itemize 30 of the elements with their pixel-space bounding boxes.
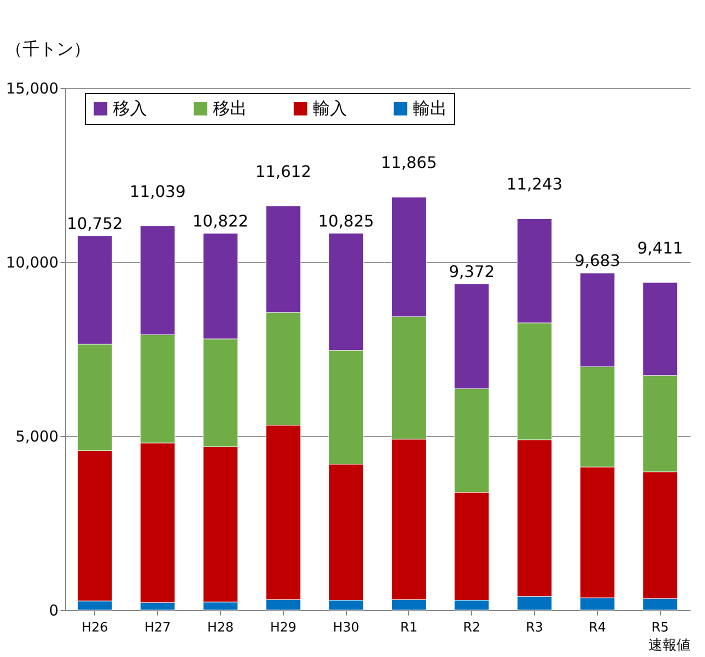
text: 速報値 bbox=[648, 638, 690, 654]
x-tick-label: R3 bbox=[526, 620, 544, 636]
total-label: 11,243 bbox=[506, 174, 563, 194]
y-axis-title: （千トン） bbox=[6, 40, 90, 60]
total-label: 10,822 bbox=[192, 211, 248, 230]
total-label: 10,825 bbox=[318, 211, 374, 230]
x-tick-label: R1 bbox=[400, 620, 418, 636]
legend-label: 輸入 bbox=[313, 98, 347, 119]
x-tick-label: R4 bbox=[588, 620, 606, 636]
y-tick-label: 5,000 bbox=[16, 428, 58, 446]
x-tick-label: R5 bbox=[652, 620, 669, 636]
total-label: 11,865 bbox=[380, 153, 437, 172]
total-label: 9,683 bbox=[574, 251, 620, 270]
x-tick-label: H28 bbox=[207, 620, 234, 636]
y-tick-label: 0 bbox=[48, 602, 58, 620]
total-label: 10,752 bbox=[66, 214, 123, 233]
total-label: 11,612 bbox=[255, 162, 312, 181]
total-label: 9,411 bbox=[637, 238, 684, 258]
x-tick-label: H30 bbox=[332, 620, 360, 636]
legend-label: 輸出 bbox=[413, 98, 447, 119]
x-tick-label: R2 bbox=[463, 620, 480, 636]
x-tick-label: H29 bbox=[270, 620, 296, 636]
total-label: 9,372 bbox=[448, 262, 495, 281]
total-label: 11,039 bbox=[130, 182, 186, 201]
x-tick-label: H26 bbox=[82, 620, 108, 636]
legend-label: 移入 bbox=[113, 98, 147, 119]
x-tick-label: H27 bbox=[144, 620, 171, 636]
y-tick-label: 10,000 bbox=[6, 254, 58, 272]
legend-label: 移出 bbox=[213, 98, 247, 119]
y-tick-label: 15,000 bbox=[6, 80, 58, 98]
